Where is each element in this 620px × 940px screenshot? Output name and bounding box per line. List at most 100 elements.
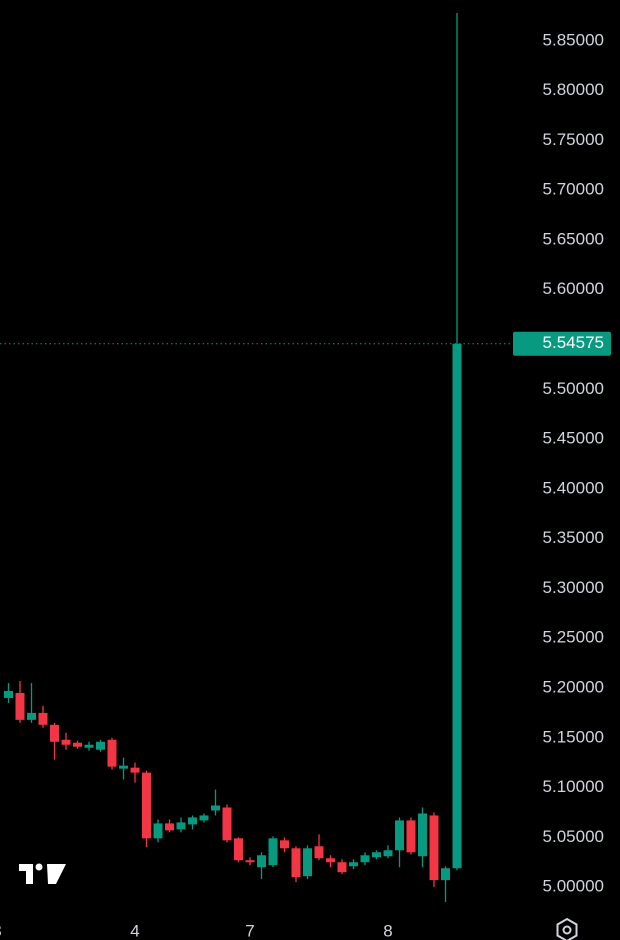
candle-body <box>188 817 197 825</box>
candle <box>211 789 220 816</box>
candle-body <box>199 815 209 821</box>
candle-body <box>441 868 450 881</box>
settings-button[interactable] <box>556 917 578 940</box>
candle-body <box>303 848 312 877</box>
candle-body <box>418 813 427 857</box>
y-tick-label: 5.35000 <box>543 528 604 547</box>
candle-body <box>61 739 71 745</box>
candle <box>15 681 25 723</box>
y-tick-label: 5.65000 <box>543 229 604 248</box>
candle <box>372 850 381 860</box>
candle <box>153 819 163 843</box>
candle <box>326 855 335 868</box>
candle-body <box>429 815 439 881</box>
candle-body <box>165 823 174 831</box>
candle-body <box>73 742 82 747</box>
y-tick-label: 5.50000 <box>543 379 604 398</box>
candle <box>337 859 347 875</box>
candle-body <box>96 741 105 750</box>
candle <box>96 739 105 752</box>
y-tick-label: 5.15000 <box>543 727 604 746</box>
candle-body <box>15 692 25 720</box>
candle <box>142 770 151 848</box>
candle <box>130 762 140 783</box>
x-tick-label: 4 <box>130 921 139 940</box>
candle <box>199 813 209 823</box>
candle <box>84 741 94 751</box>
y-tick-label: 5.30000 <box>543 578 604 597</box>
candle-body <box>268 838 278 866</box>
candle <box>234 837 243 863</box>
candle-body <box>383 850 393 857</box>
candle-body <box>326 858 335 863</box>
candle-body <box>406 820 416 853</box>
y-tick-label: 5.10000 <box>543 777 604 796</box>
candle-body <box>245 860 255 863</box>
y-tick-label: 5.60000 <box>543 279 604 298</box>
candle-body <box>176 822 186 830</box>
candle-body <box>280 840 289 849</box>
candle <box>291 846 301 883</box>
candle <box>176 817 186 833</box>
y-tick-label: 5.80000 <box>543 80 604 99</box>
candle-body <box>337 862 347 873</box>
x-tick-label: 3 <box>0 921 2 940</box>
x-tick-label: 7 <box>245 921 254 940</box>
candle-body <box>84 744 94 748</box>
y-tick-label: 5.00000 <box>543 877 604 896</box>
candle <box>245 857 255 866</box>
candle-body <box>395 820 404 851</box>
y-tick-label: 5.40000 <box>543 478 604 497</box>
candle <box>165 819 174 833</box>
y-tick-label: 5.75000 <box>543 130 604 149</box>
candle <box>4 683 13 703</box>
candle <box>406 817 416 855</box>
candle <box>395 817 404 868</box>
candle <box>429 812 439 888</box>
candle <box>441 866 450 903</box>
candle-body <box>153 823 163 839</box>
candle-body <box>349 862 358 867</box>
candle <box>38 705 48 728</box>
candle-body <box>257 855 266 868</box>
candle <box>107 737 117 770</box>
candle <box>222 804 232 843</box>
candle <box>349 859 358 870</box>
candle <box>383 845 393 859</box>
y-tick-label: 5.85000 <box>543 30 604 49</box>
candle-body <box>142 772 151 839</box>
candle <box>280 837 289 853</box>
y-tick-label: 5.05000 <box>543 827 604 846</box>
y-tick-label: 5.25000 <box>543 628 604 647</box>
last-price-box <box>513 331 611 356</box>
candle-body <box>372 852 381 858</box>
y-tick-label: 5.70000 <box>543 180 604 199</box>
candle <box>27 683 36 723</box>
candle <box>314 834 324 861</box>
candle <box>73 740 82 749</box>
x-tick-label: 8 <box>383 921 392 940</box>
candle <box>119 757 128 780</box>
candle <box>188 815 197 830</box>
candle-body <box>119 765 128 769</box>
tradingview-logo <box>19 863 66 884</box>
last-price-label: 5.54575 <box>543 333 604 352</box>
candle <box>418 807 427 868</box>
candle-body <box>222 807 232 841</box>
candle-body <box>130 767 140 773</box>
y-tick-label: 5.20000 <box>543 677 604 696</box>
candle-body <box>360 855 370 863</box>
candle-body <box>211 805 220 811</box>
candle-body <box>4 690 13 698</box>
candle-body <box>50 724 59 742</box>
candle <box>257 852 266 880</box>
candle-body <box>107 739 117 767</box>
candle-body <box>27 712 36 720</box>
candle <box>61 732 71 750</box>
candle-body <box>314 846 324 859</box>
candle <box>452 12 462 871</box>
candle <box>360 852 370 866</box>
candle <box>50 722 59 760</box>
